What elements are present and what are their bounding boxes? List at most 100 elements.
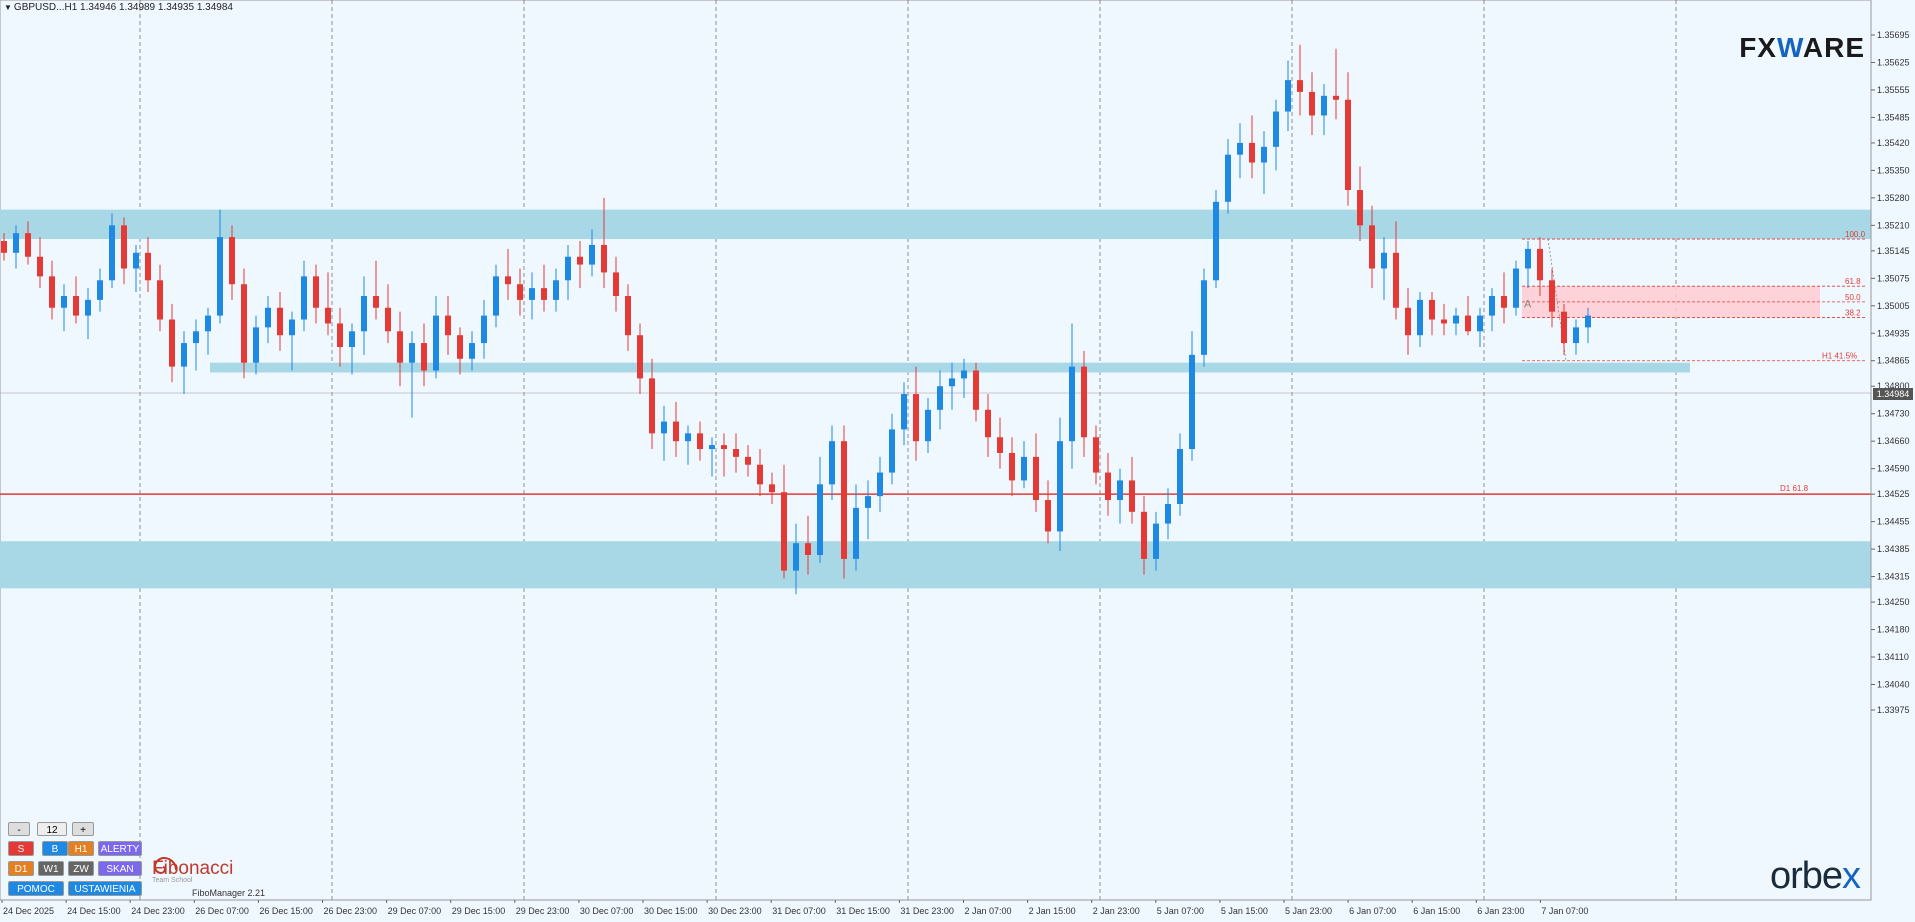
candle-body [349, 331, 355, 347]
candle-body [1225, 154, 1231, 202]
candle-body [829, 441, 835, 485]
candle-body [181, 343, 187, 367]
zone-rect [210, 362, 1690, 373]
time-tick-label: 29 Dec 15:00 [452, 906, 506, 916]
candle-body [673, 421, 679, 442]
w1-button[interactable]: W1 [38, 861, 64, 876]
time-tick-label: 29 Dec 07:00 [388, 906, 442, 916]
price-tick-label: 1.35485 [1877, 112, 1910, 122]
price-tick-label: 1.35145 [1877, 246, 1910, 256]
candle-body [1285, 80, 1291, 112]
buy-button[interactable]: B [42, 841, 68, 856]
candle-body [241, 284, 247, 363]
time-tick-label: 29 Dec 23:00 [516, 906, 570, 916]
alerts-button[interactable]: ALERTY [98, 841, 142, 856]
collapse-triangle-icon[interactable]: ▼ [4, 3, 12, 12]
candle-body [397, 331, 403, 363]
candle-body [625, 295, 631, 336]
orbex-logo: orbex [1769, 855, 1861, 897]
candle-body [13, 233, 19, 253]
scan-button[interactable]: SKAN [98, 861, 142, 876]
candle-body [997, 437, 1003, 453]
chart-title: ▼ GBPUSD...H1 1.34946 1.34989 1.34935 1.3… [4, 2, 233, 13]
count-field[interactable]: 12 [37, 822, 67, 836]
settings-button[interactable]: USTAWIENIA [68, 881, 142, 896]
symbol-title: GBPUSD...H1 1.34946 1.34989 1.34935 1.34… [13, 2, 233, 13]
candle-body [817, 484, 823, 555]
candle-body [373, 295, 379, 308]
fxware-logo: FXWARE [1739, 32, 1865, 63]
candle-body [1573, 327, 1579, 344]
candle-body [937, 386, 943, 410]
price-tick-label: 1.34180 [1877, 625, 1910, 635]
candle-body [469, 343, 475, 359]
level-label: 61.8 [1845, 277, 1861, 286]
candle-body [841, 441, 847, 559]
zw-button[interactable]: ZW [68, 861, 94, 876]
candle-body [1129, 480, 1135, 512]
candle-body [457, 335, 463, 359]
candle-body [553, 280, 559, 300]
time-tick-label: 2 Jan 07:00 [965, 906, 1012, 916]
candle-body [1237, 142, 1243, 155]
candle-body [73, 295, 79, 316]
candle-body [313, 276, 319, 308]
candle-body [649, 378, 655, 434]
candle-body [253, 327, 259, 363]
candles [1, 44, 1591, 595]
candle-body [1165, 503, 1171, 524]
candle-body [1381, 252, 1387, 269]
candle-body [1345, 99, 1351, 191]
candle-body [385, 307, 391, 332]
candle-body [277, 307, 283, 336]
candle-body [289, 319, 295, 336]
help-button[interactable]: POMOC [8, 881, 64, 896]
plot-area[interactable] [0, 0, 1872, 901]
candle-body [1477, 315, 1483, 332]
candle-body [325, 307, 331, 324]
time-tick-label: 2 Jan 15:00 [1029, 906, 1076, 916]
support-resistance-zones [0, 209, 1871, 589]
candle-body [85, 299, 91, 316]
candle-body [1333, 95, 1339, 100]
candle-body [745, 456, 751, 465]
price-tick-label: 1.35075 [1877, 273, 1910, 283]
zone-rect [0, 209, 1871, 240]
candle-body [1465, 315, 1471, 332]
increase-button[interactable]: + [72, 822, 94, 836]
candle-body [133, 252, 139, 269]
time-tick-label: 5 Jan 15:00 [1221, 906, 1268, 916]
price-tick-label: 1.34660 [1877, 436, 1910, 446]
candle-body [589, 244, 595, 265]
candle-body [1525, 248, 1531, 269]
candle-body [1057, 441, 1063, 532]
level-label: 50.0 [1845, 293, 1861, 302]
time-axis: 24 Dec 2025 24 Dec 15:00 24 Dec 23:00 26 De… [0, 899, 1871, 916]
candle-body [889, 429, 895, 473]
time-tick-label: 30 Dec 23:00 [708, 906, 762, 916]
price-tick-label: 1.34385 [1877, 544, 1910, 554]
candle-body [1357, 190, 1363, 226]
candle-body [265, 307, 271, 328]
candle-body [217, 237, 223, 316]
candle-body [697, 433, 703, 450]
vertical-grid [139, 0, 1677, 900]
candle-body [109, 225, 115, 281]
sell-button[interactable]: S [8, 841, 34, 856]
candle-body [229, 237, 235, 285]
candle-body [1105, 472, 1111, 501]
candle-body [1561, 311, 1567, 344]
candle-body [793, 543, 799, 571]
price-axis: 1.35695 1.35625 1.35555 1.35485 1.35420 1.353… [1870, 0, 1910, 900]
fibonacci-brand-sub: Team School [152, 877, 193, 884]
price-tick-label: 1.35005 [1877, 301, 1910, 311]
level-label: 38.2 [1845, 309, 1861, 318]
d1-button[interactable]: D1 [8, 861, 34, 876]
decrease-button[interactable]: - [8, 822, 30, 836]
h1-button[interactable]: H1 [68, 841, 94, 856]
time-tick-label: 7 Jan 07:00 [1541, 906, 1588, 916]
candle-body [1405, 307, 1411, 336]
candle-body [1081, 366, 1087, 438]
